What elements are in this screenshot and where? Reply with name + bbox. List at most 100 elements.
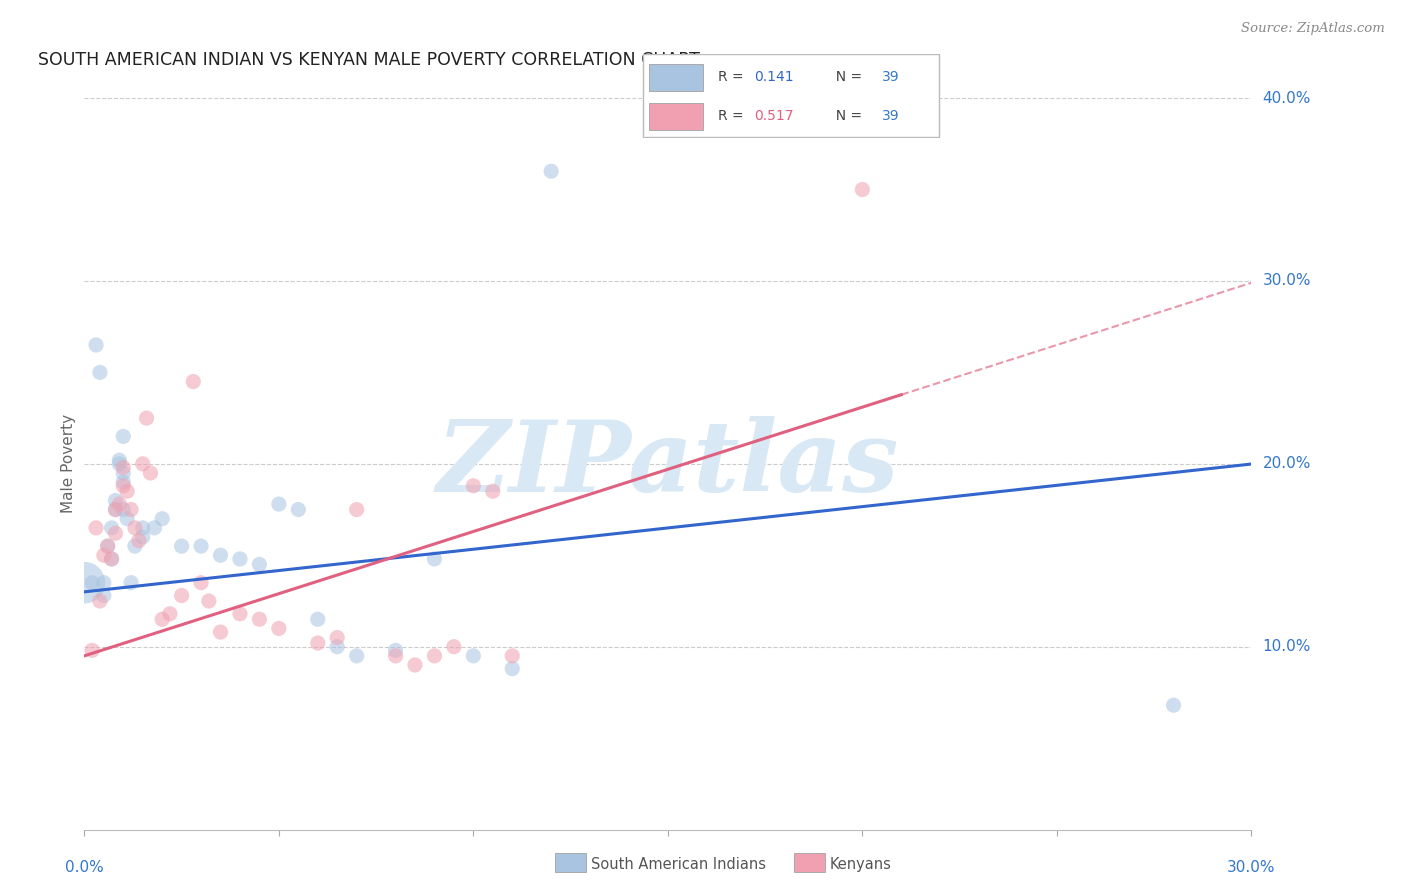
Point xyxy=(108,457,131,471)
Point xyxy=(124,539,146,553)
Point xyxy=(209,548,232,563)
Text: 30.0%: 30.0% xyxy=(1227,860,1275,875)
Point xyxy=(307,612,329,626)
Point xyxy=(851,183,873,197)
Point xyxy=(82,575,104,590)
Point xyxy=(89,366,111,380)
Point xyxy=(104,502,127,516)
Point xyxy=(93,548,115,563)
Point xyxy=(1163,698,1185,713)
Point xyxy=(112,460,135,475)
Text: 10.0%: 10.0% xyxy=(1263,640,1310,654)
Point xyxy=(104,502,127,516)
Point xyxy=(100,552,122,566)
FancyBboxPatch shape xyxy=(643,54,939,137)
Point xyxy=(326,640,349,654)
Point xyxy=(326,631,349,645)
Point xyxy=(267,497,290,511)
Point xyxy=(93,575,115,590)
Text: South American Indians: South American Indians xyxy=(591,857,765,871)
Point xyxy=(170,539,193,553)
Text: SOUTH AMERICAN INDIAN VS KENYAN MALE POVERTY CORRELATION CHART: SOUTH AMERICAN INDIAN VS KENYAN MALE POV… xyxy=(38,51,700,69)
Point xyxy=(346,648,368,663)
Point xyxy=(423,552,446,566)
Point xyxy=(89,594,111,608)
Point xyxy=(100,552,122,566)
Point xyxy=(139,466,162,480)
Point xyxy=(501,662,523,676)
Point xyxy=(84,521,107,535)
Text: 0.517: 0.517 xyxy=(755,109,794,123)
Point xyxy=(229,552,252,566)
Point xyxy=(132,521,155,535)
Text: R =: R = xyxy=(718,70,748,84)
Point xyxy=(190,575,212,590)
Y-axis label: Male Poverty: Male Poverty xyxy=(60,414,76,514)
Point xyxy=(115,512,138,526)
Point xyxy=(108,497,131,511)
Point xyxy=(150,512,173,526)
Point xyxy=(423,648,446,663)
Point xyxy=(97,539,120,553)
Point xyxy=(159,607,181,621)
Point xyxy=(181,375,204,389)
Point xyxy=(443,640,465,654)
Point xyxy=(481,484,505,499)
Point xyxy=(97,539,120,553)
Text: ZIPatlas: ZIPatlas xyxy=(437,416,898,512)
Point xyxy=(128,533,150,548)
Text: 20.0%: 20.0% xyxy=(1263,457,1310,471)
Point xyxy=(247,612,270,626)
Point xyxy=(346,502,368,516)
Point xyxy=(404,658,426,673)
Point xyxy=(132,457,155,471)
Point xyxy=(143,521,166,535)
Text: 39: 39 xyxy=(882,109,900,123)
Text: 30.0%: 30.0% xyxy=(1263,274,1310,288)
Point xyxy=(100,521,122,535)
Point xyxy=(287,502,309,516)
Point xyxy=(104,526,127,541)
Point xyxy=(384,643,406,657)
Point xyxy=(112,429,135,443)
Point xyxy=(112,475,135,490)
Point xyxy=(540,164,562,178)
Point xyxy=(115,484,138,499)
Point xyxy=(132,530,155,544)
Point xyxy=(112,502,135,516)
Point xyxy=(108,453,131,467)
Point xyxy=(120,575,142,590)
Point xyxy=(73,575,96,590)
Text: 0.141: 0.141 xyxy=(755,70,794,84)
Point xyxy=(112,466,135,480)
Point xyxy=(247,558,270,572)
FancyBboxPatch shape xyxy=(648,103,703,130)
Point xyxy=(150,612,173,626)
Point xyxy=(190,539,212,553)
Text: Kenyans: Kenyans xyxy=(830,857,891,871)
FancyBboxPatch shape xyxy=(648,63,703,91)
Point xyxy=(463,479,485,493)
Point xyxy=(463,648,485,663)
Text: 0.0%: 0.0% xyxy=(65,860,104,875)
Point xyxy=(112,479,135,493)
Point xyxy=(120,502,142,516)
Point xyxy=(93,589,115,603)
Point xyxy=(501,648,523,663)
Point xyxy=(267,622,290,636)
Text: N =: N = xyxy=(827,109,866,123)
Text: 40.0%: 40.0% xyxy=(1263,91,1310,105)
Text: R =: R = xyxy=(718,109,748,123)
Point xyxy=(135,411,157,425)
Text: Source: ZipAtlas.com: Source: ZipAtlas.com xyxy=(1241,22,1385,36)
Point xyxy=(104,493,127,508)
Point xyxy=(307,636,329,650)
Point xyxy=(170,589,193,603)
Point xyxy=(84,338,107,352)
Point xyxy=(384,648,406,663)
Text: 39: 39 xyxy=(882,70,900,84)
Point xyxy=(124,521,146,535)
Point xyxy=(209,625,232,640)
Point xyxy=(229,607,252,621)
Text: N =: N = xyxy=(827,70,866,84)
